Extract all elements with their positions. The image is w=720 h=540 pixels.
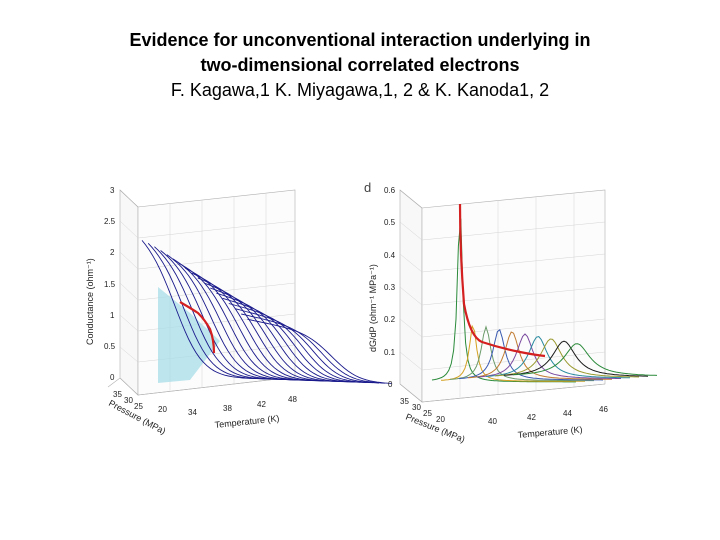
- svg-text:0.5: 0.5: [104, 342, 116, 351]
- svg-text:34: 34: [188, 408, 197, 417]
- conductance-curve: [210, 287, 355, 383]
- dgdp-curve: [494, 338, 640, 378]
- conductance-curve: [228, 303, 373, 384]
- left-z-ticks: 0 0.5 1 1.5 2 2.5 3: [104, 186, 116, 382]
- conductance-curve: [222, 297, 367, 383]
- right-pressure-ticks: 35 30 25 20: [400, 397, 445, 424]
- dgdp-curve: [440, 324, 585, 382]
- svg-text:25: 25: [423, 409, 432, 418]
- svg-text:0.6: 0.6: [384, 186, 396, 195]
- svg-text:44: 44: [563, 409, 572, 418]
- svg-text:35: 35: [113, 390, 122, 399]
- svg-text:1.5: 1.5: [104, 280, 116, 289]
- conductance-curve: [216, 292, 361, 383]
- svg-text:35: 35: [400, 397, 409, 406]
- conductance-curve: [185, 267, 330, 382]
- conductance-curve: [203, 282, 348, 383]
- svg-text:0.4: 0.4: [384, 251, 396, 260]
- svg-text:0.5: 0.5: [384, 218, 396, 227]
- dgdp-curve: [485, 336, 631, 379]
- left-pressure-ticks: 35 30 25 20: [113, 390, 167, 414]
- svg-text:0: 0: [388, 380, 393, 389]
- panel-letter: d: [364, 180, 371, 195]
- svg-text:25: 25: [134, 402, 143, 411]
- svg-text:0.2: 0.2: [384, 315, 396, 324]
- dgdp-curves: [431, 218, 658, 383]
- dgdp-curve: [467, 331, 612, 380]
- title-line-2: two-dimensional correlated electrons: [200, 55, 520, 75]
- shaded-region: [158, 287, 220, 383]
- slide-title: Evidence for unconventional interaction …: [0, 28, 720, 103]
- right-temperature-ticks: 40 42 44 46: [488, 405, 608, 426]
- left-temperature-axis-label: Temperature (K): [214, 413, 280, 430]
- svg-text:20: 20: [158, 405, 167, 414]
- conductance-curve: [241, 313, 386, 384]
- svg-text:2: 2: [110, 248, 115, 257]
- svg-text:46: 46: [599, 405, 608, 414]
- conductance-3d-plot: 0 0.5 1 1.5 2 2.5 3 Conductance (ohm⁻¹) …: [85, 186, 392, 436]
- left-temperature-ticks: 34 38 42 48: [188, 395, 297, 417]
- conductance-curve: [234, 308, 380, 384]
- author-list: F. Kagawa,1 K. Miyagawa,1, 2 & K. Kanoda…: [170, 80, 550, 100]
- svg-text:3: 3: [110, 186, 115, 195]
- svg-text:2.5: 2.5: [104, 217, 116, 226]
- right-z-axis-label: dG/dP (ohm⁻¹ MPa⁻¹): [368, 264, 378, 352]
- svg-text:30: 30: [412, 403, 421, 412]
- svg-text:0.3: 0.3: [384, 283, 396, 292]
- svg-text:42: 42: [527, 413, 536, 422]
- right-temperature-axis-label: Temperature (K): [517, 424, 583, 440]
- dgdp-curve: [458, 328, 604, 381]
- svg-text:42: 42: [257, 400, 266, 409]
- critical-line: [179, 301, 216, 354]
- svg-text:40: 40: [488, 417, 497, 426]
- svg-text:0.1: 0.1: [384, 348, 396, 357]
- left-z-axis-label: Conductance (ohm⁻¹): [85, 258, 95, 345]
- svg-text:20: 20: [436, 415, 445, 424]
- peak-ridge-line: [458, 203, 546, 358]
- dgdp-3d-plot: d 0 0.1 0.2 0.3 0.4 0.5 0.6 dG/dP (ohm⁻¹…: [364, 180, 658, 444]
- dgdp-curve: [431, 218, 576, 383]
- dgdp-curve: [503, 340, 649, 377]
- dgdp-curve: [449, 325, 594, 382]
- title-line-1: Evidence for unconventional interaction …: [129, 30, 591, 50]
- svg-text:1: 1: [110, 311, 115, 320]
- svg-text:38: 38: [223, 404, 232, 413]
- conductance-curves: [141, 240, 392, 384]
- dgdp-curve: [476, 333, 621, 379]
- dgdp-curve: [512, 343, 658, 376]
- right-z-ticks: 0 0.1 0.2 0.3 0.4 0.5 0.6: [384, 186, 396, 389]
- svg-text:0: 0: [110, 373, 115, 382]
- svg-text:48: 48: [288, 395, 297, 404]
- conductance-curve: [247, 318, 392, 384]
- svg-text:30: 30: [124, 396, 133, 405]
